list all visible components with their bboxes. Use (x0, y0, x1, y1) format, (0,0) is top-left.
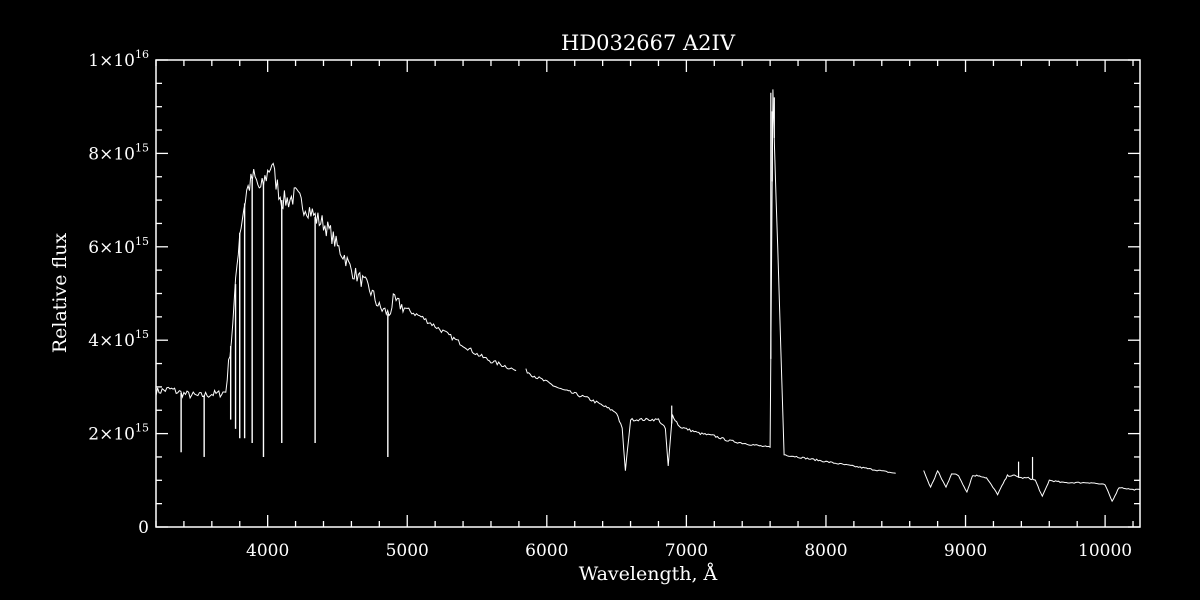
y-tick-label: 6×1015 (88, 235, 149, 258)
x-tick-label: 9000 (944, 541, 987, 561)
axis-ticks (155, 59, 1140, 528)
y-tick-exponent: 15 (135, 328, 149, 341)
y-tick-mantissa: 2×10 (88, 425, 135, 445)
y-tick-label: 1×1016 (88, 48, 149, 71)
x-tick-label: 10000 (1078, 541, 1132, 561)
y-tick-exponent: 15 (135, 235, 149, 248)
x-tick-label: 6000 (525, 541, 568, 561)
y-axis-label: Relative flux (49, 233, 71, 354)
tick-labels: 4000 5000 6000 7000 8000 9000 1000002×10154×10… (88, 48, 1132, 561)
x-tick-label: 7000 (665, 541, 708, 561)
y-tick-exponent: 15 (135, 141, 149, 154)
spectrum-line (155, 162, 517, 400)
x-tick-label: 5000 (386, 541, 429, 561)
plot-area (155, 89, 1141, 503)
x-axis-label: Wavelength, Å (579, 563, 718, 585)
y-tick-label: 2×1015 (88, 422, 149, 445)
y-tick-label: 4×1015 (88, 328, 149, 351)
y-tick-mantissa: 0 (138, 518, 149, 538)
spectrum-line (525, 89, 896, 474)
x-tick-label: 8000 (804, 541, 847, 561)
y-tick-mantissa: 4×10 (88, 331, 135, 351)
y-tick-label: 0 (138, 518, 149, 538)
y-tick-exponent: 16 (135, 48, 149, 61)
plot-frame (155, 59, 1141, 528)
y-tick-mantissa: 6×10 (88, 238, 135, 258)
y-tick-mantissa: 8×10 (88, 144, 135, 164)
chart-title: HD032667 A2IV (561, 31, 736, 55)
spectrum-line (923, 469, 1141, 503)
y-tick-label: 8×1015 (88, 141, 149, 164)
x-tick-label: 4000 (246, 541, 289, 561)
y-tick-mantissa: 1×10 (88, 51, 135, 71)
y-tick-exponent: 15 (135, 422, 149, 435)
